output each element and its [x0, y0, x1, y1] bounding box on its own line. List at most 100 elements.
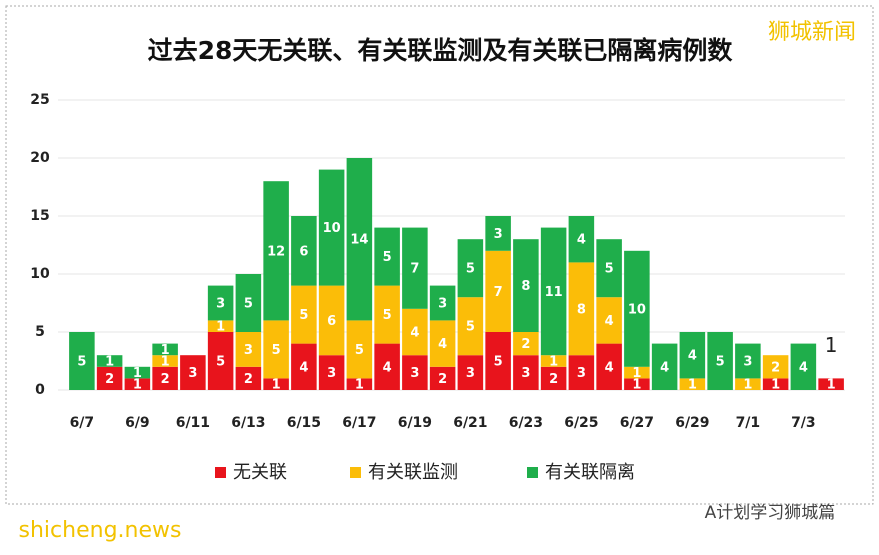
bar-segment [402, 355, 428, 390]
bar-label: 2 [549, 372, 558, 387]
bar-label: 4 [383, 360, 392, 375]
bar-segment [346, 378, 373, 390]
bar-segment [69, 332, 95, 390]
bar-label: 3 [577, 366, 586, 381]
bar-segment [762, 355, 789, 379]
bar-segment [346, 158, 373, 321]
bar-segment [735, 378, 761, 390]
bar-label: 4 [688, 349, 697, 364]
bar-segment [318, 285, 345, 356]
bar-label: 5 [355, 343, 364, 358]
bar-segment [124, 378, 151, 390]
bar-label: 4 [799, 360, 808, 375]
bar-segment [180, 355, 206, 390]
bar-label: 5 [383, 308, 392, 323]
bar-label: 4 [605, 360, 614, 375]
bar-segment [568, 216, 595, 263]
bar-segment [207, 320, 234, 332]
bar-label: 8 [577, 302, 586, 317]
bar-label: 1 [216, 320, 225, 335]
y-tick-label: 15 [30, 208, 49, 224]
bar-label: 7 [410, 262, 419, 277]
bar-label: 3 [438, 297, 447, 312]
bar-label: 8 [521, 279, 530, 294]
bar-segment [735, 343, 761, 379]
bar-label: 5 [244, 297, 253, 312]
bar-label: 4 [577, 233, 586, 248]
bar-segment [263, 378, 289, 390]
watermark: shicheng.news [19, 518, 182, 543]
bar-segment [318, 355, 345, 390]
bar-label: 3 [244, 343, 253, 358]
x-tick-label: 6/13 [231, 415, 265, 431]
bar-segment [96, 366, 123, 390]
bar-segment [263, 181, 289, 321]
x-tick-label: 6/9 [125, 415, 150, 431]
x-tick-label: 6/23 [509, 415, 543, 431]
y-tick-label: 10 [30, 266, 50, 282]
x-tick-label: 6/7 [70, 415, 95, 431]
bar-label: 12 [267, 244, 285, 259]
legend-swatch [527, 467, 538, 478]
bar-label: 2 [438, 372, 447, 387]
bar-label: 1 [355, 378, 364, 393]
bar-label: 5 [494, 355, 503, 370]
bar-segment [457, 297, 484, 356]
bar-label: 3 [743, 355, 752, 370]
bar-segment [291, 285, 317, 344]
annotation: 1 [825, 333, 838, 357]
bar-segment [346, 320, 373, 379]
bar-label: 1 [133, 378, 142, 393]
bar-label: 5 [716, 355, 725, 370]
bar-segment [485, 250, 511, 332]
y-tick-label: 25 [30, 92, 49, 108]
x-tick-label: 6/15 [287, 415, 321, 431]
bar-segment [624, 250, 650, 367]
x-tick-label: 6/25 [564, 415, 598, 431]
bar-segment [540, 227, 567, 356]
bar-label: 5 [383, 250, 392, 265]
bar-label: 5 [466, 320, 475, 335]
bar-segment [374, 285, 400, 344]
bar-segment [540, 355, 567, 367]
bar-segment [402, 227, 428, 309]
bar-segment [485, 216, 511, 251]
legend-swatch [350, 467, 361, 478]
bar-segment [596, 239, 622, 298]
bar-label: 5 [299, 308, 308, 323]
bar-segment [96, 355, 123, 367]
x-tick-label: 7/3 [791, 415, 816, 431]
bar-label: 3 [521, 366, 530, 381]
bar-label: 1 [161, 343, 170, 358]
bar-label: 4 [299, 360, 308, 375]
bar-label: 2 [105, 372, 114, 387]
bar-segment [152, 343, 178, 356]
bar-label: 5 [272, 343, 281, 358]
bar-segment [624, 378, 650, 390]
x-tick-label: 7/1 [736, 415, 761, 431]
x-tick-label: 6/21 [453, 415, 487, 431]
bar-label: 1 [161, 355, 170, 370]
bar-segment [624, 366, 650, 379]
bar-label: 1 [771, 378, 780, 393]
chart-frame [5, 5, 874, 505]
y-tick-label: 20 [30, 150, 50, 166]
bar-segment [374, 343, 400, 390]
x-tick-label: 6/17 [342, 415, 376, 431]
x-tick-label: 6/27 [620, 415, 654, 431]
bar-label: 1 [632, 378, 641, 393]
bar-segment [818, 378, 844, 390]
bar-label: 1 [827, 378, 836, 393]
bar-segment [207, 285, 234, 321]
bar-segment [457, 239, 484, 298]
watermark: A计划学习狮城篇 [705, 503, 836, 523]
bar-label: 4 [410, 326, 419, 341]
bar-segment [540, 366, 567, 390]
bar-label: 2 [244, 372, 253, 387]
bar-segment [651, 343, 678, 390]
bar-segment [152, 355, 178, 367]
bar-label: 5 [605, 262, 614, 277]
bar-label: 4 [438, 337, 447, 352]
